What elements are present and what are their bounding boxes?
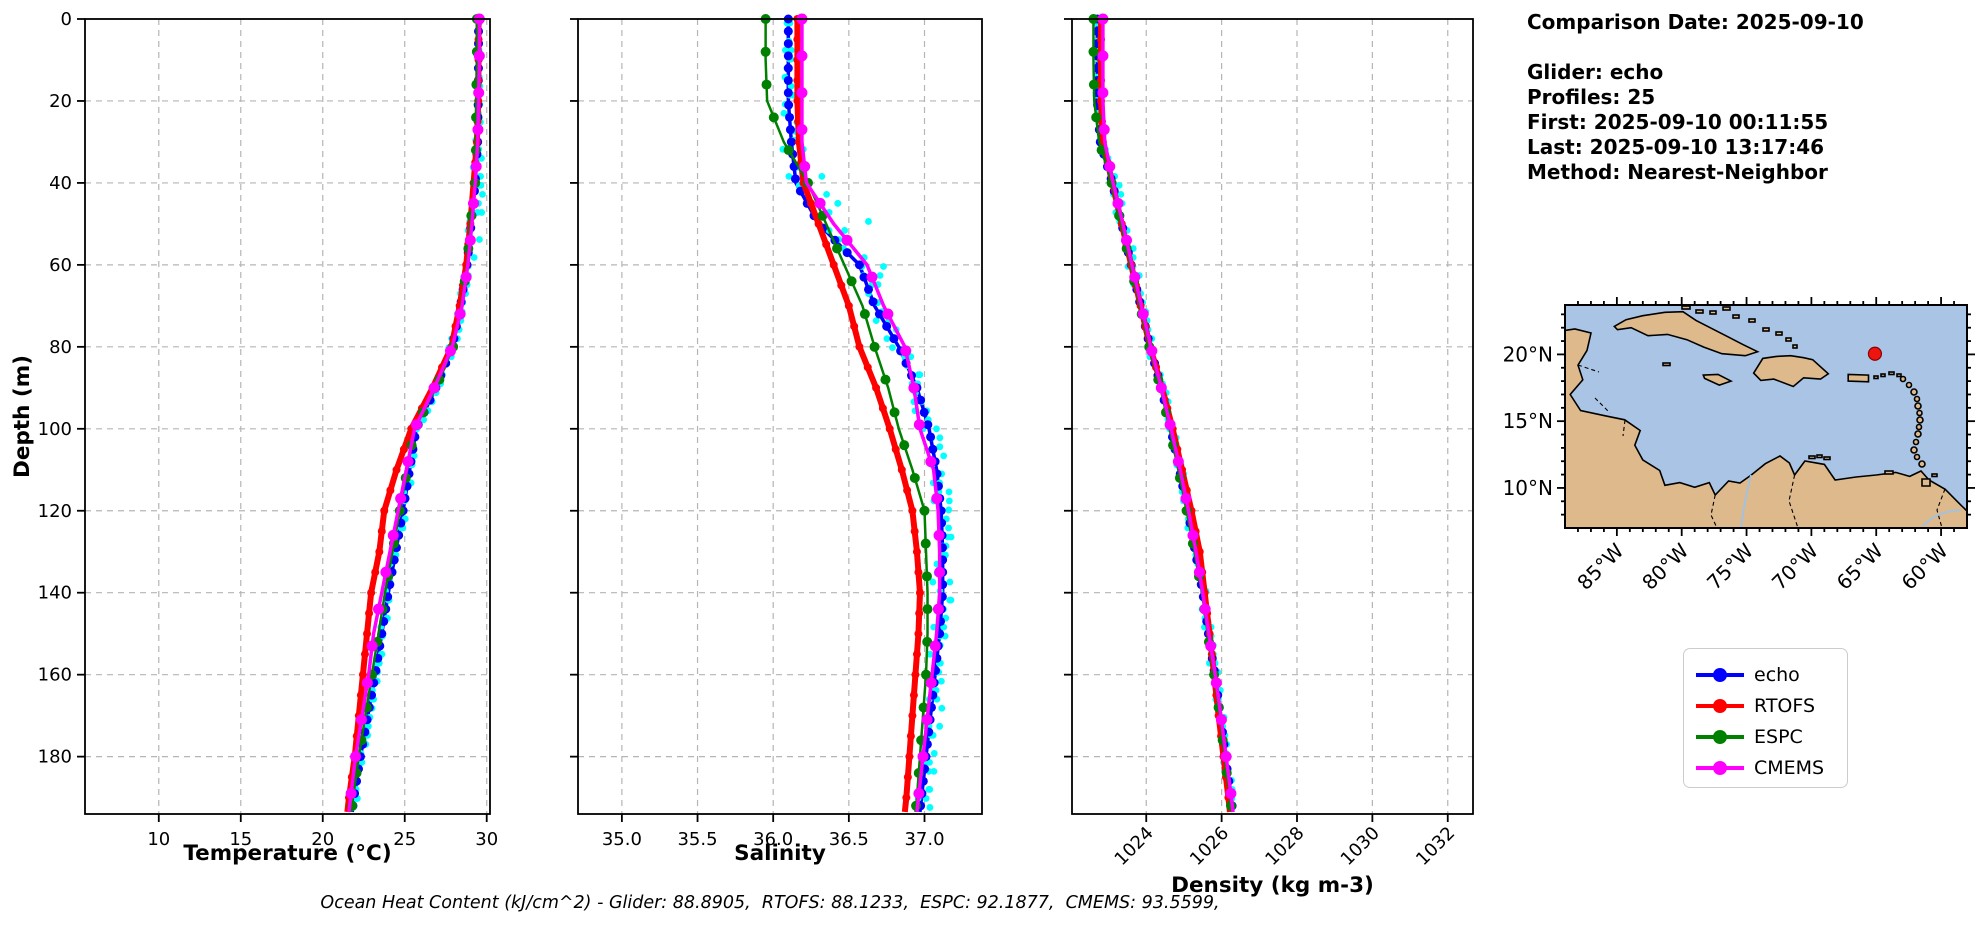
map-lon-label: 75°W (1702, 538, 1758, 594)
axes-box (84, 18, 491, 815)
map-lon-label: 80°W (1637, 538, 1693, 594)
svg-text:35.5: 35.5 (677, 829, 717, 850)
svg-text:10: 10 (147, 829, 170, 850)
gridlines (578, 18, 982, 814)
axes-box (577, 18, 983, 815)
hispaniola (1752, 354, 1830, 388)
svg-text:25: 25 (393, 829, 416, 850)
gridlines (85, 18, 490, 814)
series-line-ESPC (350, 19, 479, 813)
svg-text:36.5: 36.5 (829, 829, 869, 850)
map-lat-label: 15°N (1503, 409, 1553, 433)
profiles-count-text: Profiles: 25 (1527, 85, 1656, 109)
map-ticks (1557, 297, 1975, 536)
series-line-ESPC (764, 19, 929, 813)
series-markers-CMEMS (345, 13, 485, 800)
svg-text:180: 180 (38, 747, 72, 768)
svg-text:1026: 1026 (1186, 823, 1233, 870)
svg-text:40: 40 (49, 173, 72, 194)
map-country-borders (1577, 364, 1946, 529)
map-rivers (1740, 474, 1962, 529)
info-panel: Comparison Date: 2025-09-10 Glider: echo… (1527, 10, 1864, 185)
legend-line-sample-icon (1696, 760, 1744, 775)
glider-position-marker (1867, 346, 1883, 361)
x-axis-label: Temperature (°C) (183, 841, 391, 866)
puerto-rico (1847, 373, 1870, 383)
gridlines (1072, 18, 1473, 814)
axes-box (1071, 18, 1474, 815)
map-lon-label: 65°W (1832, 538, 1888, 594)
jamaica (1702, 373, 1734, 386)
svg-text:20: 20 (311, 829, 334, 850)
map-border (1564, 304, 1968, 529)
series-markers-ESPC (760, 14, 933, 811)
x-axis-label: Density (kg m-3) (1171, 873, 1374, 898)
svg-text:80: 80 (49, 337, 72, 358)
svg-text:1032: 1032 (1412, 823, 1459, 870)
svg-text:1024: 1024 (1111, 823, 1158, 870)
legend-line-sample-icon (1696, 698, 1744, 713)
map-lon-label: 60°W (1897, 538, 1953, 594)
comparison-date-text: Comparison Date: 2025-09-10 (1527, 10, 1864, 34)
legend-line-sample-icon (1696, 667, 1744, 682)
legend-label: ESPC (1754, 725, 1803, 748)
legend-entry-echo: echo (1694, 659, 1847, 690)
method-text: Method: Nearest-Neighbor (1527, 160, 1828, 184)
series-markers-CMEMS (796, 13, 946, 800)
legend-label: CMEMS (1754, 756, 1825, 779)
mainland (1564, 328, 1968, 529)
y-axis-label: Depth (m) (10, 355, 35, 478)
svg-text:0: 0 (61, 9, 72, 30)
legend-line-sample-icon (1696, 729, 1744, 744)
trinidad (1921, 478, 1931, 487)
legend: echo RTOFS ESPC CMEMS (1683, 648, 1848, 788)
svg-text:20: 20 (49, 91, 72, 112)
last-profile-time-text: Last: 2025-09-10 13:17:46 (1527, 135, 1825, 159)
svg-text:1028: 1028 (1261, 823, 1308, 870)
svg-text:120: 120 (38, 501, 72, 522)
svg-text:1030: 1030 (1337, 823, 1384, 870)
map-lon-label: 70°W (1767, 538, 1823, 594)
svg-text:36.0: 36.0 (753, 829, 793, 850)
legend-entry-RTOFS: RTOFS (1694, 690, 1847, 721)
locator-map: 85°W 80°W 75°W 70°W 65°W 60°W 20°N 15°N 10°N (1503, 297, 1975, 595)
plot-density-profile: 1024 1026 1028 1030 1032 Density (kg m-3) (1064, 13, 1474, 898)
series-line-RTOFS (794, 19, 923, 813)
ocean-heat-content-caption: Ocean Heat Content (kJ/cm^2) - Glider: 8… (320, 893, 1220, 913)
svg-text:160: 160 (38, 665, 72, 686)
axis-ticks-and-labels: 35.0 35.5 36.0 36.5 37.0 (570, 18, 945, 850)
legend-label: RTOFS (1754, 694, 1816, 717)
svg-text:15: 15 (229, 829, 252, 850)
series-markers-echo (783, 14, 948, 811)
series-markers-RTOFS (793, 15, 924, 802)
glider-name-text: Glider: echo (1527, 60, 1664, 84)
glider-scatter (779, 19, 955, 811)
svg-text:37.0: 37.0 (904, 829, 944, 850)
legend-entry-CMEMS: CMEMS (1694, 752, 1847, 783)
x-axis-label: Salinity (734, 841, 826, 866)
legend-entry-ESPC: ESPC (1694, 721, 1847, 752)
plot-salinity-profile: 35.0 35.5 36.0 36.5 37.0 Salinity (570, 13, 983, 866)
axis-ticks-and-labels: 1024 1026 1028 1030 1032 (1064, 18, 1459, 870)
map-lon-label: 85°W (1572, 538, 1628, 594)
series-markers-CMEMS (1097, 13, 1237, 800)
map-land-masses (1564, 305, 1968, 529)
svg-text:30: 30 (475, 829, 498, 850)
cuba (1613, 310, 1760, 357)
svg-text:100: 100 (38, 419, 72, 440)
series-line-CMEMS (800, 19, 942, 813)
svg-text:60: 60 (49, 255, 72, 276)
svg-text:140: 140 (38, 583, 72, 604)
map-lat-label: 20°N (1503, 342, 1553, 366)
plot-temperature-profile: 10 15 20 25 30 0 20 40 60 80 100 120 140 160 180 Temper… (10, 9, 498, 866)
axis-ticks-and-labels: 10 15 20 25 30 0 20 40 60 80 100 120 140 160 180 (38, 9, 499, 850)
legend-label: echo (1754, 663, 1800, 686)
first-profile-time-text: First: 2025-09-10 00:11:55 (1527, 110, 1829, 134)
svg-text:35.0: 35.0 (602, 829, 642, 850)
map-lat-label: 10°N (1503, 476, 1553, 500)
